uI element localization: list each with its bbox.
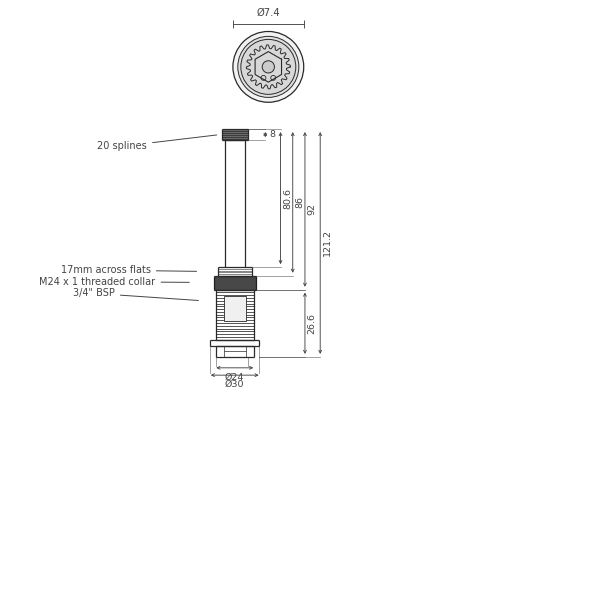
Text: 8: 8: [269, 130, 275, 139]
Circle shape: [262, 61, 274, 73]
Text: Ø24: Ø24: [225, 373, 245, 382]
Text: Ø7.4: Ø7.4: [256, 8, 280, 18]
Text: 86: 86: [295, 197, 304, 208]
Text: 121.2: 121.2: [323, 230, 331, 256]
Text: 26.6: 26.6: [307, 313, 317, 334]
Circle shape: [238, 36, 299, 97]
FancyBboxPatch shape: [224, 296, 246, 322]
Text: 3/4" BSP: 3/4" BSP: [73, 288, 198, 301]
Circle shape: [241, 39, 296, 94]
Text: Ø30: Ø30: [225, 380, 245, 389]
Circle shape: [233, 31, 304, 102]
Text: 20 splines: 20 splines: [97, 135, 217, 152]
Text: M24 x 1 threaded collar: M24 x 1 threaded collar: [39, 277, 189, 287]
Text: 17mm across flats: 17mm across flats: [61, 265, 197, 275]
Text: 80.6: 80.6: [283, 188, 292, 209]
Text: 92: 92: [307, 203, 317, 216]
